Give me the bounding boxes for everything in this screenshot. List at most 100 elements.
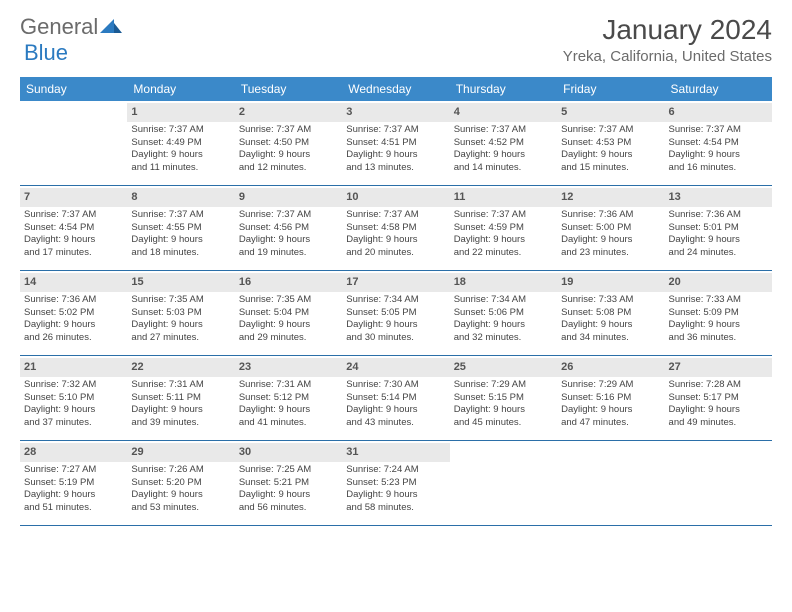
day-detail-line: Sunset: 4:55 PM xyxy=(131,222,230,235)
logo-text-general: General xyxy=(20,14,98,40)
day-number: 6 xyxy=(665,103,772,122)
day-detail-line: Sunrise: 7:33 AM xyxy=(669,294,768,307)
day-header-saturday: Saturday xyxy=(665,77,772,101)
day-detail-line: and 43 minutes. xyxy=(346,417,445,430)
day-detail-line: and 11 minutes. xyxy=(131,162,230,175)
day-number: 5 xyxy=(557,103,664,122)
weeks-container: 1Sunrise: 7:37 AMSunset: 4:49 PMDaylight… xyxy=(20,101,772,526)
day-cell: 14Sunrise: 7:36 AMSunset: 5:02 PMDayligh… xyxy=(20,271,127,355)
day-detail-line: and 14 minutes. xyxy=(454,162,553,175)
day-detail-line: Daylight: 9 hours xyxy=(454,234,553,247)
day-detail-line: Daylight: 9 hours xyxy=(669,149,768,162)
day-cell: 6Sunrise: 7:37 AMSunset: 4:54 PMDaylight… xyxy=(665,101,772,185)
day-header-monday: Monday xyxy=(127,77,234,101)
logo-text-blue: Blue xyxy=(24,40,68,66)
day-detail-line: Sunset: 4:54 PM xyxy=(669,137,768,150)
day-detail-line: Sunrise: 7:33 AM xyxy=(561,294,660,307)
day-detail-line: Sunrise: 7:37 AM xyxy=(239,124,338,137)
title-block: January 2024 Yreka, California, United S… xyxy=(563,14,772,71)
day-number: 12 xyxy=(557,188,664,207)
day-detail-line: Sunrise: 7:34 AM xyxy=(346,294,445,307)
day-detail-line: Daylight: 9 hours xyxy=(561,404,660,417)
day-detail-line: Daylight: 9 hours xyxy=(669,404,768,417)
day-detail-line: and 30 minutes. xyxy=(346,332,445,345)
day-detail-line: Sunrise: 7:36 AM xyxy=(24,294,123,307)
week-row: 1Sunrise: 7:37 AMSunset: 4:49 PMDaylight… xyxy=(20,101,772,186)
day-detail-line: Daylight: 9 hours xyxy=(131,234,230,247)
day-detail-line: Sunset: 5:12 PM xyxy=(239,392,338,405)
day-detail-line: Sunrise: 7:37 AM xyxy=(346,124,445,137)
day-detail-line: Sunrise: 7:36 AM xyxy=(669,209,768,222)
week-row: 14 Sunrise: 7:36 AMSunset: 5:02 PM Dayligh… xyxy=(20,271,772,356)
day-detail-line: Sunrise: 7:37 AM xyxy=(454,209,553,222)
day-detail-line: Sunrise: 7:37 AM xyxy=(561,124,660,137)
day-detail-line: Sunset: 5:08 PM xyxy=(561,307,660,320)
day-detail-line: Sunset: 5:17 PM xyxy=(669,392,768,405)
day-detail-line: Daylight: 9 hours xyxy=(454,149,553,162)
day-detail-line: Daylight: 9 hours xyxy=(346,404,445,417)
day-detail-line: Sunrise: 7:32 AM xyxy=(24,379,123,392)
day-cell: 23 Sunrise: 7:31 AMSunset: 5:12 PMDayligh… xyxy=(235,356,342,440)
calendar: Sunday Monday Tuesday Wednesday Thursday… xyxy=(20,77,772,526)
day-detail-line: Sunset: 5:19 PM xyxy=(24,477,123,490)
day-detail-line: and 51 minutes. xyxy=(24,502,123,515)
day-detail-line: and 17 minutes. xyxy=(24,247,123,260)
day-detail-line: Sunset: 5:15 PM xyxy=(454,392,553,405)
day-number: 9 xyxy=(235,188,342,207)
week-row: 21Sunrise: 7:32 AMSunset: 5:10 PMDayligh… xyxy=(20,356,772,441)
day-number: 15 xyxy=(127,273,234,292)
day-detail-line: and 47 minutes. xyxy=(561,417,660,430)
day-cell xyxy=(557,441,664,525)
logo: General xyxy=(20,14,124,40)
day-number: 26 xyxy=(557,358,664,377)
day-detail-line: Sunrise: 7:37 AM xyxy=(131,124,230,137)
day-detail-line: Daylight: 9 hours xyxy=(131,404,230,417)
day-detail-line: and 19 minutes. xyxy=(239,247,338,260)
day-detail-line: Daylight: 9 hours xyxy=(239,404,338,417)
day-detail-line: Sunset: 5:01 PM xyxy=(669,222,768,235)
day-detail-line: Sunset: 5:11 PM xyxy=(131,392,230,405)
day-number: 13 xyxy=(665,188,772,207)
day-detail-line: Sunrise: 7:37 AM xyxy=(454,124,553,137)
day-cell: 16Sunrise: 7:35 AMSunset: 5:04 PMDayligh… xyxy=(235,271,342,355)
day-detail-line: Daylight: 9 hours xyxy=(454,404,553,417)
day-detail-line: Sunrise: 7:24 AM xyxy=(346,464,445,477)
day-detail-line: Daylight: 9 hours xyxy=(131,149,230,162)
day-header-wednesday: Wednesday xyxy=(342,77,449,101)
day-detail-line: Daylight: 9 hours xyxy=(561,149,660,162)
day-detail-line: Sunset: 5:10 PM xyxy=(24,392,123,405)
day-detail-line: Daylight: 9 hours xyxy=(239,234,338,247)
day-number: 10 xyxy=(342,188,449,207)
day-detail-line: Sunrise: 7:37 AM xyxy=(346,209,445,222)
day-cell: 30Sunrise: 7:25 AMSunset: 5:21 PMDayligh… xyxy=(235,441,342,525)
day-detail-line: Daylight: 9 hours xyxy=(346,319,445,332)
day-detail-line: and 41 minutes. xyxy=(239,417,338,430)
day-detail-line: and 22 minutes. xyxy=(454,247,553,260)
day-detail-line: and 32 minutes. xyxy=(454,332,553,345)
day-cell: 24Sunrise: 7:30 AMSunset: 5:14 PMDayligh… xyxy=(342,356,449,440)
day-number: 24 xyxy=(342,358,449,377)
day-detail-line: and 49 minutes. xyxy=(669,417,768,430)
day-detail-line: Sunset: 4:53 PM xyxy=(561,137,660,150)
day-detail-line: Sunset: 4:56 PM xyxy=(239,222,338,235)
day-cell: 31Sunrise: 7:24 AMSunset: 5:23 PMDayligh… xyxy=(342,441,449,525)
triangle-icon xyxy=(100,17,122,38)
day-detail-line: Daylight: 9 hours xyxy=(669,319,768,332)
day-detail-line: and 39 minutes. xyxy=(131,417,230,430)
day-detail-line: Sunset: 5:14 PM xyxy=(346,392,445,405)
day-detail-line: Daylight: 9 hours xyxy=(346,234,445,247)
day-detail-line: Sunset: 5:02 PM xyxy=(24,307,123,320)
week-row: 28Sunrise: 7:27 AMSunset: 5:19 PMDayligh… xyxy=(20,441,772,526)
day-cell: 10Sunrise: 7:37 AMSunset: 4:58 PMDayligh… xyxy=(342,186,449,270)
day-number: 23 xyxy=(235,358,342,377)
day-detail-line: Daylight: 9 hours xyxy=(131,319,230,332)
day-number: 14 xyxy=(20,273,127,292)
day-detail-line: Sunrise: 7:37 AM xyxy=(24,209,123,222)
day-number: 20 xyxy=(665,273,772,292)
day-detail-line: and 12 minutes. xyxy=(239,162,338,175)
day-number: 25 xyxy=(450,358,557,377)
day-detail-line: Daylight: 9 hours xyxy=(131,489,230,502)
day-cell: 20Sunrise: 7:33 AMSunset: 5:09 PMDayligh… xyxy=(665,271,772,355)
day-detail-line: Sunrise: 7:31 AM xyxy=(239,379,338,392)
day-cell: 17Sunrise: 7:34 AMSunset: 5:05 PMDayligh… xyxy=(342,271,449,355)
